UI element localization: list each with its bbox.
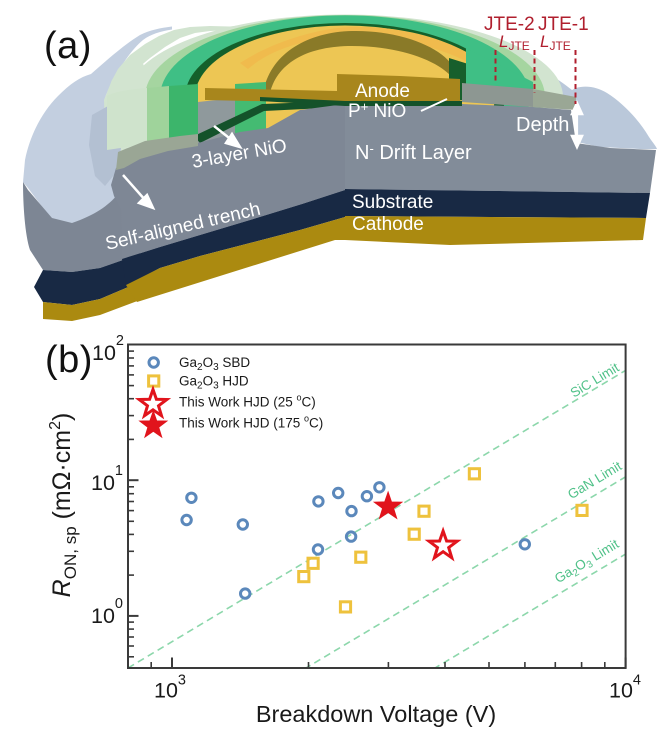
svg-text:JTE-2: JTE-2 bbox=[484, 14, 535, 35]
svg-text:Cathode: Cathode bbox=[352, 214, 424, 235]
svg-text:This Work HJD (175 oC): This Work HJD (175 oC) bbox=[179, 414, 323, 431]
svg-text:Substrate: Substrate bbox=[352, 192, 433, 213]
svg-text:100: 100 bbox=[91, 596, 123, 628]
svg-text:104: 104 bbox=[609, 673, 641, 703]
svg-text:N- Drift Layer: N- Drift Layer bbox=[355, 141, 472, 164]
svg-text:Ga2O3 SBD: Ga2O3 SBD bbox=[179, 355, 250, 373]
svg-text:LJTE: LJTE bbox=[540, 32, 571, 53]
svg-text:SiC Limit: SiC Limit bbox=[568, 360, 622, 401]
svg-text:103: 103 bbox=[154, 673, 186, 703]
svg-text:RON, sp (mΩ·cm2): RON, sp (mΩ·cm2) bbox=[47, 413, 80, 598]
svg-text:Anode: Anode bbox=[355, 81, 410, 102]
svg-text:JTE-1: JTE-1 bbox=[538, 14, 589, 35]
svg-text:(b): (b) bbox=[45, 339, 93, 381]
svg-text:P+ NiO: P+ NiO bbox=[348, 99, 406, 122]
svg-text:Ga2O3 HJD: Ga2O3 HJD bbox=[179, 374, 249, 392]
svg-text:101: 101 bbox=[91, 463, 123, 495]
svg-text:Breakdown Voltage (V): Breakdown Voltage (V) bbox=[256, 701, 496, 727]
svg-text:(a): (a) bbox=[44, 25, 92, 67]
svg-text:102: 102 bbox=[92, 333, 124, 365]
svg-text:This Work HJD (25 oC): This Work HJD (25 oC) bbox=[179, 393, 316, 410]
svg-text:Depth: Depth bbox=[516, 114, 569, 136]
svg-text:LJTE: LJTE bbox=[499, 32, 530, 53]
